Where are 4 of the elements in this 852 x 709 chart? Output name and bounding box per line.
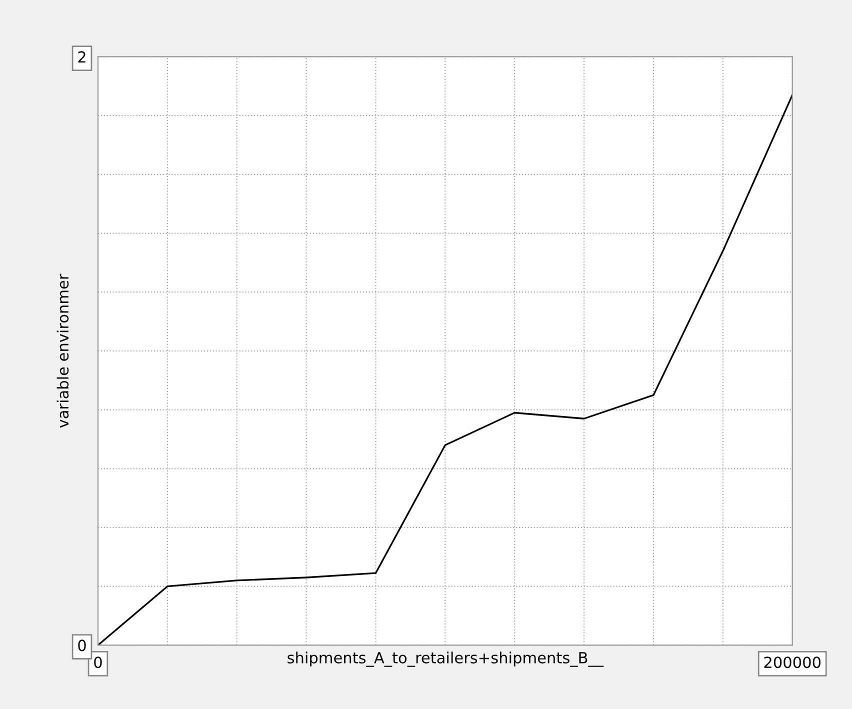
x-axis-title: shipments_A_to_retailers+shipments_B__ — [288, 652, 604, 667]
x-tick-label: 200000 — [764, 656, 821, 668]
y-axis-title: variable environmer — [56, 274, 69, 428]
y-tick-label: 2 — [78, 51, 86, 63]
